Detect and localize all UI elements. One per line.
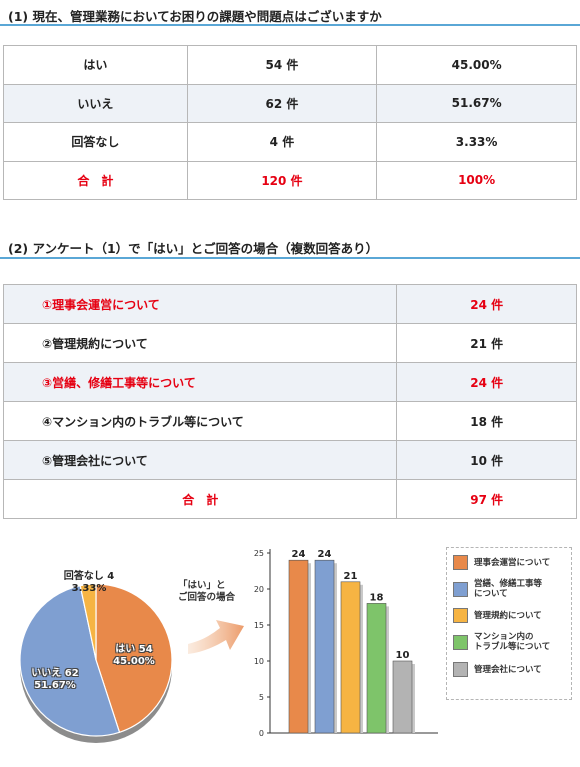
bar-value-label: 18: [370, 592, 384, 603]
legend-item: 営繕、修繕工事等 について: [453, 579, 542, 599]
pie-label-no-answer: 回答なし 4 3.33%: [58, 571, 120, 595]
bar: [392, 660, 413, 734]
y-tick-label: 0: [259, 729, 264, 738]
category-count: 24 件: [396, 362, 577, 402]
row-count: 4 件: [186, 122, 378, 162]
callout-line: ご回答の場合: [178, 592, 236, 603]
legend-swatch: [453, 581, 468, 597]
legend-label: マンション内の トラブル等について: [474, 632, 550, 652]
row-label: はい: [3, 45, 188, 85]
legend-item: 理事会運営について: [453, 555, 550, 570]
table-row: ⑤管理会社について 10 件: [2, 440, 577, 480]
table-row: ③営繕、修繕工事等について 24 件: [2, 362, 577, 402]
total-row: 合 計 97 件: [2, 479, 577, 519]
category-label: ③営繕、修繕工事等について: [2, 362, 398, 402]
legend-swatch: [453, 555, 468, 570]
section1-title: (1) 現在、管理業務においてお困りの課題や問題点はございますか: [8, 9, 382, 24]
bar: [314, 559, 335, 734]
pie-slice: [95, 583, 173, 734]
y-tick-label: 5: [259, 693, 264, 702]
category-count: 24 件: [396, 284, 577, 324]
legend-item: 管理規約について: [453, 608, 542, 623]
table-row: いいえ 62 件 51.67%: [3, 83, 577, 123]
table-row: 回答なし 4 件 3.33%: [3, 122, 577, 162]
callout-line: 「はい」と: [178, 580, 226, 591]
callout-text: 「はい」と ご回答の場合: [178, 580, 235, 604]
row-percent: 45.00%: [376, 45, 577, 85]
legend-line: 管理規約について: [474, 610, 542, 621]
legend-line: について: [474, 589, 508, 599]
legend-line: トラブル等について: [474, 642, 551, 652]
legend-swatch: [453, 634, 468, 650]
legend-line: マンション内の: [474, 632, 534, 642]
bar-legend: 理事会運営について 営繕、修繕工事等 について 管理規約について マンション内のト…: [446, 547, 572, 700]
total-row: 合 計 120 件 100%: [3, 160, 577, 200]
bar-value-label: 10: [396, 650, 410, 661]
pie-chart: [19, 583, 173, 743]
table-row: ①理事会運営について 24 件: [2, 284, 577, 324]
table-row: ④マンション内のトラブル等について 18 件: [2, 401, 577, 441]
legend-swatch: [453, 662, 468, 677]
y-tick-label: 25: [254, 549, 264, 558]
category-count: 10 件: [396, 440, 577, 480]
bar: [366, 603, 387, 734]
pie-label-line: 回答なし 4: [63, 571, 115, 582]
category-count: 18 件: [396, 401, 577, 441]
legend-label: 理事会運営について: [474, 558, 550, 568]
pie-label-line: 45.00%: [113, 656, 155, 667]
legend-line: 営繕、修繕工事等: [474, 579, 543, 589]
bar-value-label: 24: [292, 549, 306, 560]
bar: [340, 581, 361, 734]
category-label: ①理事会運営について: [2, 284, 398, 324]
section2-rule: [0, 257, 580, 259]
category-count: 21 件: [396, 323, 577, 363]
legend-label: 管理会社について: [474, 665, 542, 675]
legend-line: 管理会社について: [474, 664, 542, 675]
category-table: ①理事会運営について 24 件 ②管理規約について 21 件 ③営繕、修繕工事等…: [2, 284, 577, 519]
bar-chart: 0 5 10 15 20 25 24 24 21 18 10: [254, 549, 438, 738]
arrow-right-icon: [188, 620, 244, 654]
total-percent: 100%: [376, 160, 577, 200]
bar: [288, 559, 309, 734]
legend-item: 管理会社について: [453, 662, 542, 677]
table-row: ②管理規約について 21 件: [2, 323, 577, 363]
pie-slice: [79, 583, 97, 661]
pie-slice: [19, 584, 121, 737]
pie-label-line: いいえ 62: [31, 668, 79, 679]
y-tick-label: 20: [254, 585, 264, 594]
row-percent: 3.33%: [376, 122, 577, 162]
row-label: いいえ: [3, 83, 188, 123]
legend-item: マンション内の トラブル等について: [453, 632, 550, 652]
legend-label: 営繕、修繕工事等 について: [474, 579, 542, 599]
answer-table: はい 54 件 45.00% いいえ 62 件 51.67% 回答なし 4 件 …: [3, 45, 577, 200]
bar-value-label: 21: [344, 571, 358, 582]
total-label: 合 計: [3, 160, 188, 200]
pie-label-line: はい 54: [115, 644, 153, 655]
total-label: 合 計: [2, 479, 398, 519]
table-row: はい 54 件 45.00%: [3, 45, 577, 85]
legend-swatch: [453, 608, 468, 623]
category-label: ②管理規約について: [2, 323, 398, 363]
y-tick-label: 10: [254, 657, 264, 666]
row-count: 62 件: [186, 83, 378, 123]
row-label: 回答なし: [3, 122, 188, 162]
row-percent: 51.67%: [376, 83, 577, 123]
row-count: 54 件: [186, 45, 378, 85]
pie-label-yes: はい 54 45.00%: [104, 644, 164, 668]
category-label: ④マンション内のトラブル等について: [2, 401, 398, 441]
pie-label-line: 3.33%: [71, 583, 107, 594]
y-tick-label: 15: [254, 621, 264, 630]
pie-label-line: 51.67%: [34, 680, 76, 691]
category-label: ⑤管理会社について: [2, 440, 398, 480]
section1-rule: [0, 24, 580, 26]
total-count: 97 件: [396, 479, 577, 519]
legend-line: 理事会運営について: [474, 557, 551, 568]
legend-label: 管理規約について: [474, 611, 542, 621]
bar-value-label: 24: [318, 549, 332, 560]
pie-label-no: いいえ 62 51.67%: [22, 668, 88, 692]
section2-title: (2) アンケート（1）で「はい」とご回答の場合（複数回答あり）: [8, 241, 379, 256]
total-count: 120 件: [186, 160, 378, 200]
